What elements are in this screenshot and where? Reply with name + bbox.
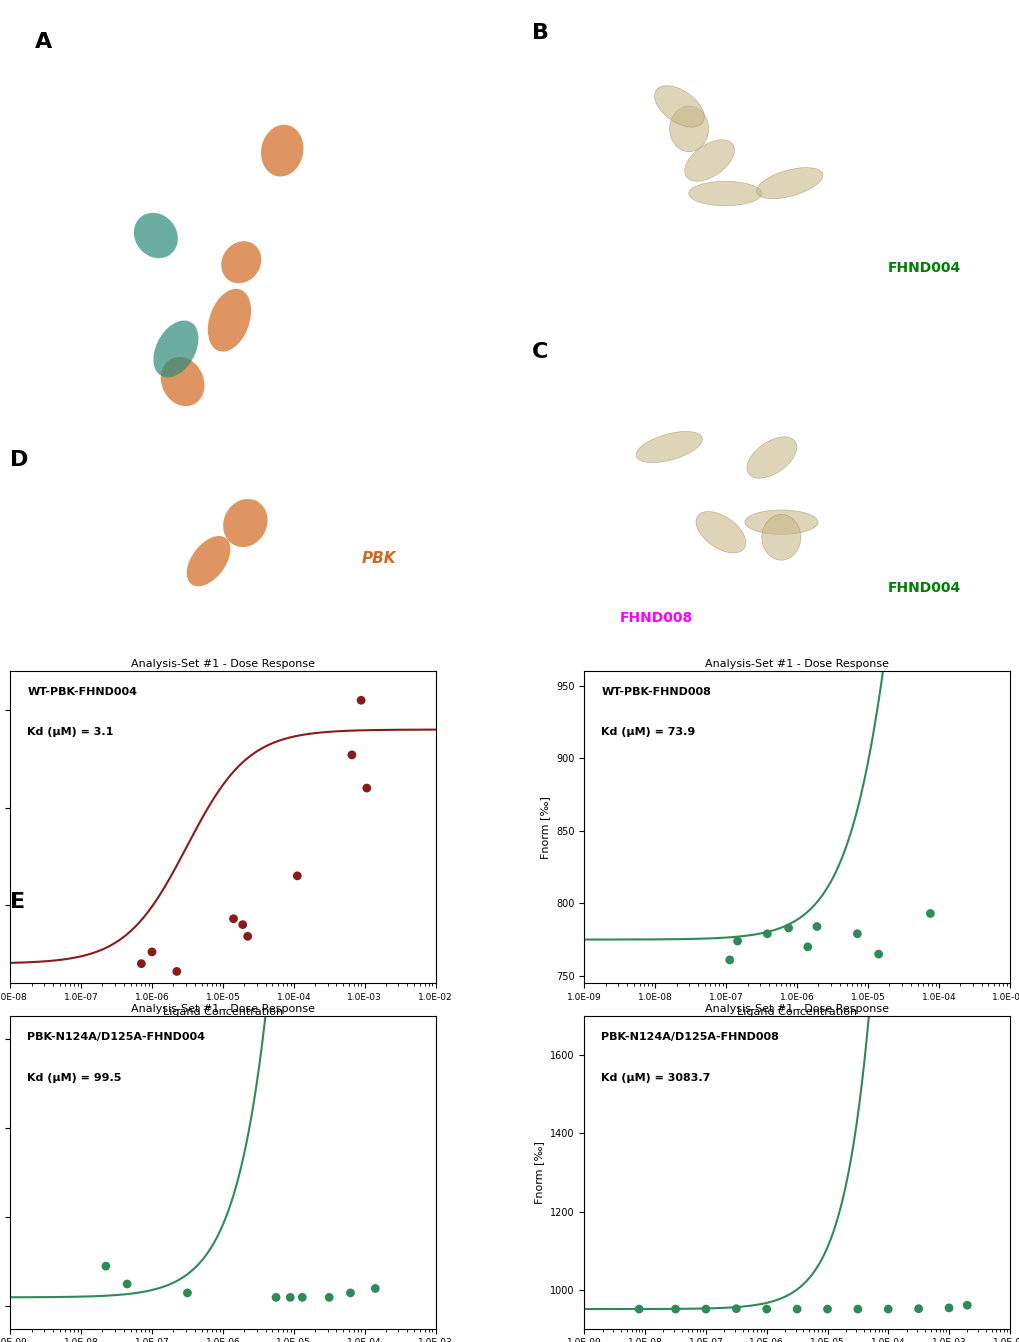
Ellipse shape [208, 289, 251, 352]
Ellipse shape [636, 432, 702, 463]
Point [239, 926, 256, 947]
Point [268, 1287, 284, 1308]
Text: WT-PBK-FHND008: WT-PBK-FHND008 [601, 687, 710, 696]
Ellipse shape [744, 510, 817, 534]
Point [921, 903, 937, 925]
Text: WT-PBK-FHND004: WT-PBK-FHND004 [28, 687, 138, 696]
Point [728, 1298, 744, 1319]
Text: Kd (μM) = 3083.7: Kd (μM) = 3083.7 [601, 1072, 710, 1083]
Point [758, 1298, 774, 1319]
Ellipse shape [153, 321, 199, 377]
Point [849, 1298, 865, 1319]
Point [788, 1298, 804, 1319]
Ellipse shape [684, 140, 734, 181]
Text: PBK-N124A/D125A-FHND008: PBK-N124A/D125A-FHND008 [601, 1032, 779, 1041]
Point [119, 1274, 136, 1295]
Ellipse shape [261, 125, 304, 177]
Y-axis label: Fnorm [‰]: Fnorm [‰] [540, 796, 550, 859]
Point [133, 953, 150, 974]
Ellipse shape [223, 499, 267, 548]
Point [849, 923, 865, 945]
Title: Analysis-Set #1 - Dose Response: Analysis-Set #1 - Dose Response [130, 1004, 315, 1015]
Text: FHND008: FHND008 [620, 612, 692, 625]
Point [631, 1298, 647, 1319]
Point [879, 1298, 896, 1319]
Ellipse shape [746, 437, 796, 478]
Point [666, 1298, 683, 1319]
Ellipse shape [654, 86, 703, 127]
Ellipse shape [133, 213, 177, 258]
Ellipse shape [161, 357, 204, 407]
Ellipse shape [756, 168, 822, 199]
Point [808, 915, 824, 937]
Point [720, 949, 737, 970]
Point [697, 1298, 713, 1319]
Point [367, 1278, 383, 1299]
Point [98, 1255, 114, 1276]
Point [343, 745, 360, 766]
Y-axis label: Fnorm [‰]: Fnorm [‰] [534, 1141, 544, 1204]
Text: C: C [532, 342, 548, 362]
Point [958, 1295, 974, 1317]
Point [179, 1282, 196, 1303]
Ellipse shape [221, 242, 261, 283]
Point [234, 914, 251, 935]
Ellipse shape [668, 106, 708, 152]
Point [780, 917, 796, 938]
Text: D: D [10, 450, 29, 470]
Ellipse shape [695, 511, 745, 553]
Ellipse shape [761, 514, 800, 560]
Text: FHND004: FHND004 [887, 262, 960, 275]
Text: B: B [532, 23, 548, 43]
X-axis label: Ligand Concentration: Ligand Concentration [737, 1008, 856, 1017]
Point [799, 937, 815, 958]
Point [293, 1287, 310, 1308]
Point [758, 923, 774, 945]
Point [282, 1287, 299, 1308]
Point [869, 943, 886, 965]
Point [144, 941, 160, 962]
Point [288, 866, 305, 887]
Title: Analysis-Set #1 - Dose Response: Analysis-Set #1 - Dose Response [130, 659, 315, 668]
Text: PBK-N124A/D125A-FHND004: PBK-N124A/D125A-FHND004 [28, 1032, 205, 1041]
Text: A: A [35, 32, 52, 52]
Point [818, 1298, 835, 1319]
Title: Analysis-Set #1 - Dose Response: Analysis-Set #1 - Dose Response [704, 659, 889, 668]
Point [168, 961, 184, 982]
Point [940, 1298, 956, 1319]
Point [359, 777, 375, 798]
Text: FHND004: FHND004 [887, 581, 960, 595]
Point [353, 690, 369, 711]
Point [729, 930, 745, 951]
Ellipse shape [688, 181, 761, 205]
Point [321, 1287, 337, 1308]
Point [910, 1298, 926, 1319]
Point [225, 909, 242, 930]
X-axis label: Ligand Concentration: Ligand Concentration [163, 1008, 282, 1017]
Text: Kd (μM) = 99.5: Kd (μM) = 99.5 [28, 1072, 121, 1083]
Text: Kd (μM) = 73.9: Kd (μM) = 73.9 [601, 727, 695, 737]
Point [342, 1282, 359, 1303]
Title: Analysis-Set #1 - Dose Response: Analysis-Set #1 - Dose Response [704, 1004, 889, 1015]
Text: Kd (μM) = 3.1: Kd (μM) = 3.1 [28, 727, 113, 737]
Text: PBK: PBK [361, 550, 395, 566]
Text: E: E [10, 892, 25, 913]
Ellipse shape [186, 535, 230, 586]
